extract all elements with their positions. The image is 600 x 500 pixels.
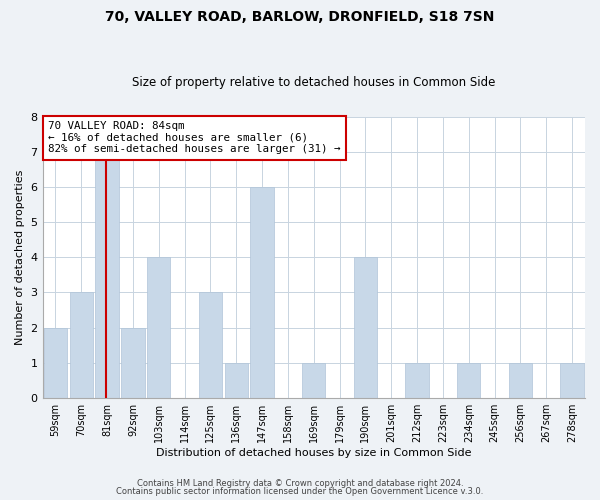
Bar (457, 362, 481, 398)
Bar (95, 152, 119, 398)
Bar (354, 258, 377, 398)
Text: 70, VALLEY ROAD, BARLOW, DRONFIELD, S18 7SN: 70, VALLEY ROAD, BARLOW, DRONFIELD, S18 … (106, 10, 494, 24)
Bar (302, 362, 325, 398)
Bar (250, 187, 274, 398)
Text: Contains HM Land Registry data © Crown copyright and database right 2024.: Contains HM Land Registry data © Crown c… (137, 478, 463, 488)
Bar (44, 328, 67, 398)
Text: Contains public sector information licensed under the Open Government Licence v.: Contains public sector information licen… (116, 487, 484, 496)
Bar (560, 362, 584, 398)
Title: Size of property relative to detached houses in Common Side: Size of property relative to detached ho… (132, 76, 496, 90)
X-axis label: Distribution of detached houses by size in Common Side: Distribution of detached houses by size … (156, 448, 472, 458)
Text: 70 VALLEY ROAD: 84sqm
← 16% of detached houses are smaller (6)
82% of semi-detac: 70 VALLEY ROAD: 84sqm ← 16% of detached … (48, 122, 340, 154)
Bar (224, 362, 248, 398)
Bar (199, 292, 222, 398)
Bar (121, 328, 145, 398)
Bar (147, 258, 170, 398)
Bar (509, 362, 532, 398)
Bar (70, 292, 93, 398)
Y-axis label: Number of detached properties: Number of detached properties (15, 170, 25, 345)
Bar (406, 362, 429, 398)
